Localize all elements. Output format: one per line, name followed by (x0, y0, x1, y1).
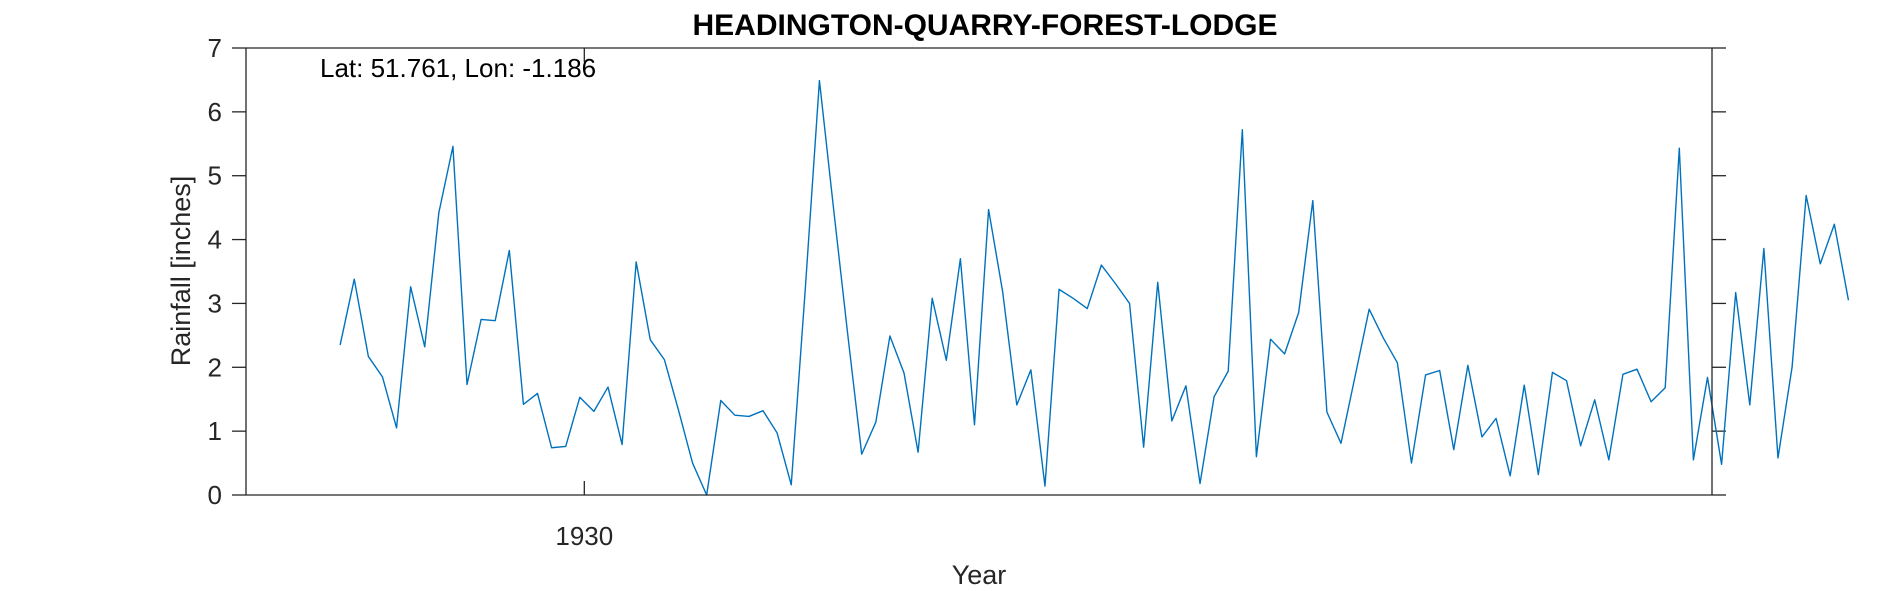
location-annotation: Lat: 51.761, Lon: -1.186 (320, 53, 596, 83)
y-tick-label: 3 (208, 288, 222, 318)
y-tick-label: 4 (208, 225, 222, 255)
plot-lines (339, 79, 1850, 496)
y-tick-label: 6 (208, 97, 222, 127)
y-axis-label: Rainfall [inches] (166, 176, 196, 367)
y-tick-label: 7 (208, 33, 222, 63)
plot-area (246, 48, 1712, 495)
y-tick-label: 0 (208, 480, 222, 510)
y-axis-ticks: 0 1 2 3 4 5 6 7 (208, 33, 1726, 510)
y-tick-label: 5 (208, 161, 222, 191)
x-axis-label: Year (952, 560, 1007, 590)
x-axis-ticks: 1930 (555, 48, 613, 551)
y-tick-label: 1 (208, 416, 222, 446)
chart-title: HEADINGTON-QUARRY-FOREST-LODGE (692, 9, 1277, 42)
rainfall-series-line (339, 79, 1850, 496)
y-tick-label: 2 (208, 352, 222, 382)
x-tick-label: 1930 (555, 521, 613, 551)
